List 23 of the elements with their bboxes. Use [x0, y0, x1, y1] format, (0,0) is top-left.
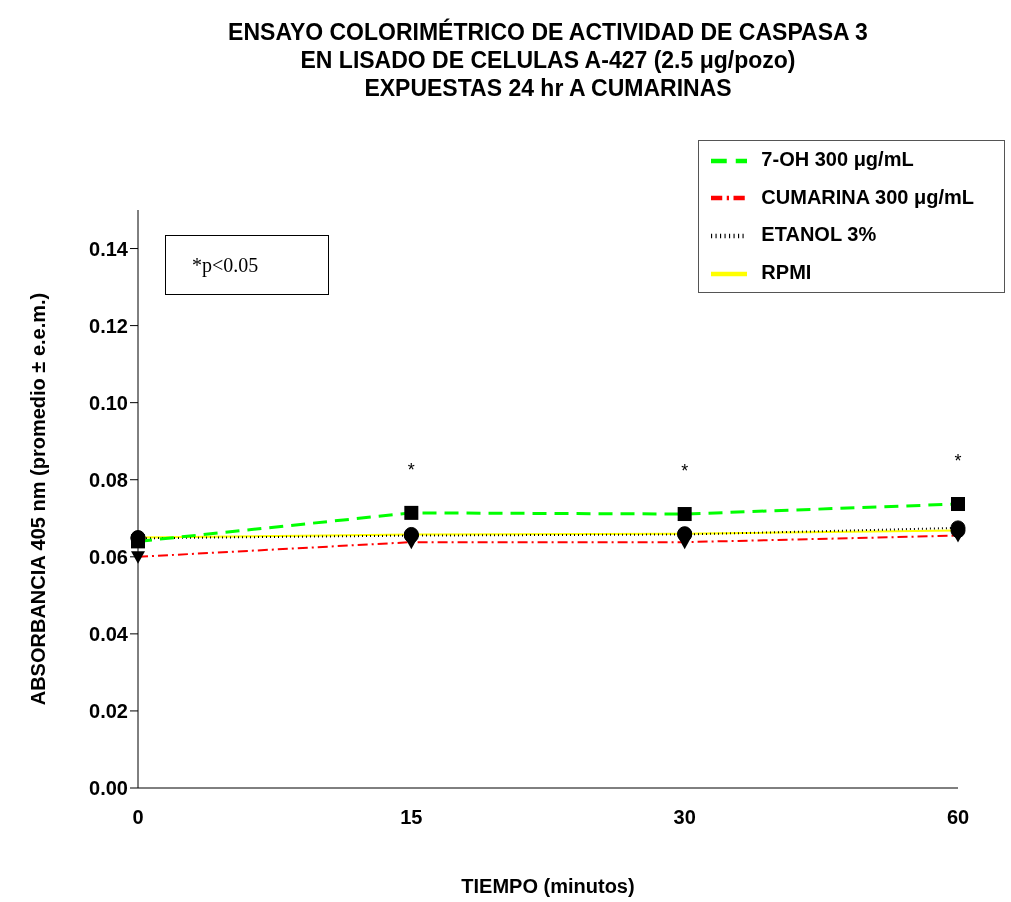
y-tick-label: 0.12 — [89, 314, 128, 337]
annotation: * — [407, 459, 415, 480]
x-tick-label: 60 — [946, 806, 970, 829]
y-axis-title: ABSORBANCIA 405 nm (promedio ± e.e.m.) — [27, 292, 50, 706]
y-tick-label: 0.00 — [89, 777, 128, 800]
y-tick-label: 0.14 — [89, 237, 129, 260]
legend-label: ETANOL 3% — [761, 223, 877, 246]
annotation: * — [681, 460, 689, 481]
legend-label: 7-OH 300 μg/mL — [761, 148, 914, 170]
x-tick-label: 30 — [673, 806, 696, 829]
annotation: * — [954, 450, 962, 471]
chart-title: ENSAYO COLORIMÉTRICO DE ACTIVIDAD DE CASPASA 3 EN LISADO DE CELULAS A-427 (2.5 μg/pozo) EXPUESTAS 24 hr A CUMARINAS — [227, 18, 869, 102]
x-tick-label: 15 — [400, 806, 423, 829]
y-tick-label: 0.08 — [89, 468, 128, 491]
y-tick-label: 0.02 — [89, 700, 128, 723]
legend-label: CUMARINA 300 μg/mL — [761, 185, 974, 208]
legend-label: RPMI — [761, 261, 812, 284]
annotation: *p<0.05 — [165, 235, 329, 295]
y-tick-label: 0.10 — [89, 391, 128, 414]
x-tick-label: 0 — [132, 806, 144, 829]
y-tick-label: 0.06 — [89, 545, 128, 568]
y-tick-label: 0.04 — [89, 622, 129, 645]
x-axis-title: TIEMPO (minutos) — [461, 875, 635, 897]
